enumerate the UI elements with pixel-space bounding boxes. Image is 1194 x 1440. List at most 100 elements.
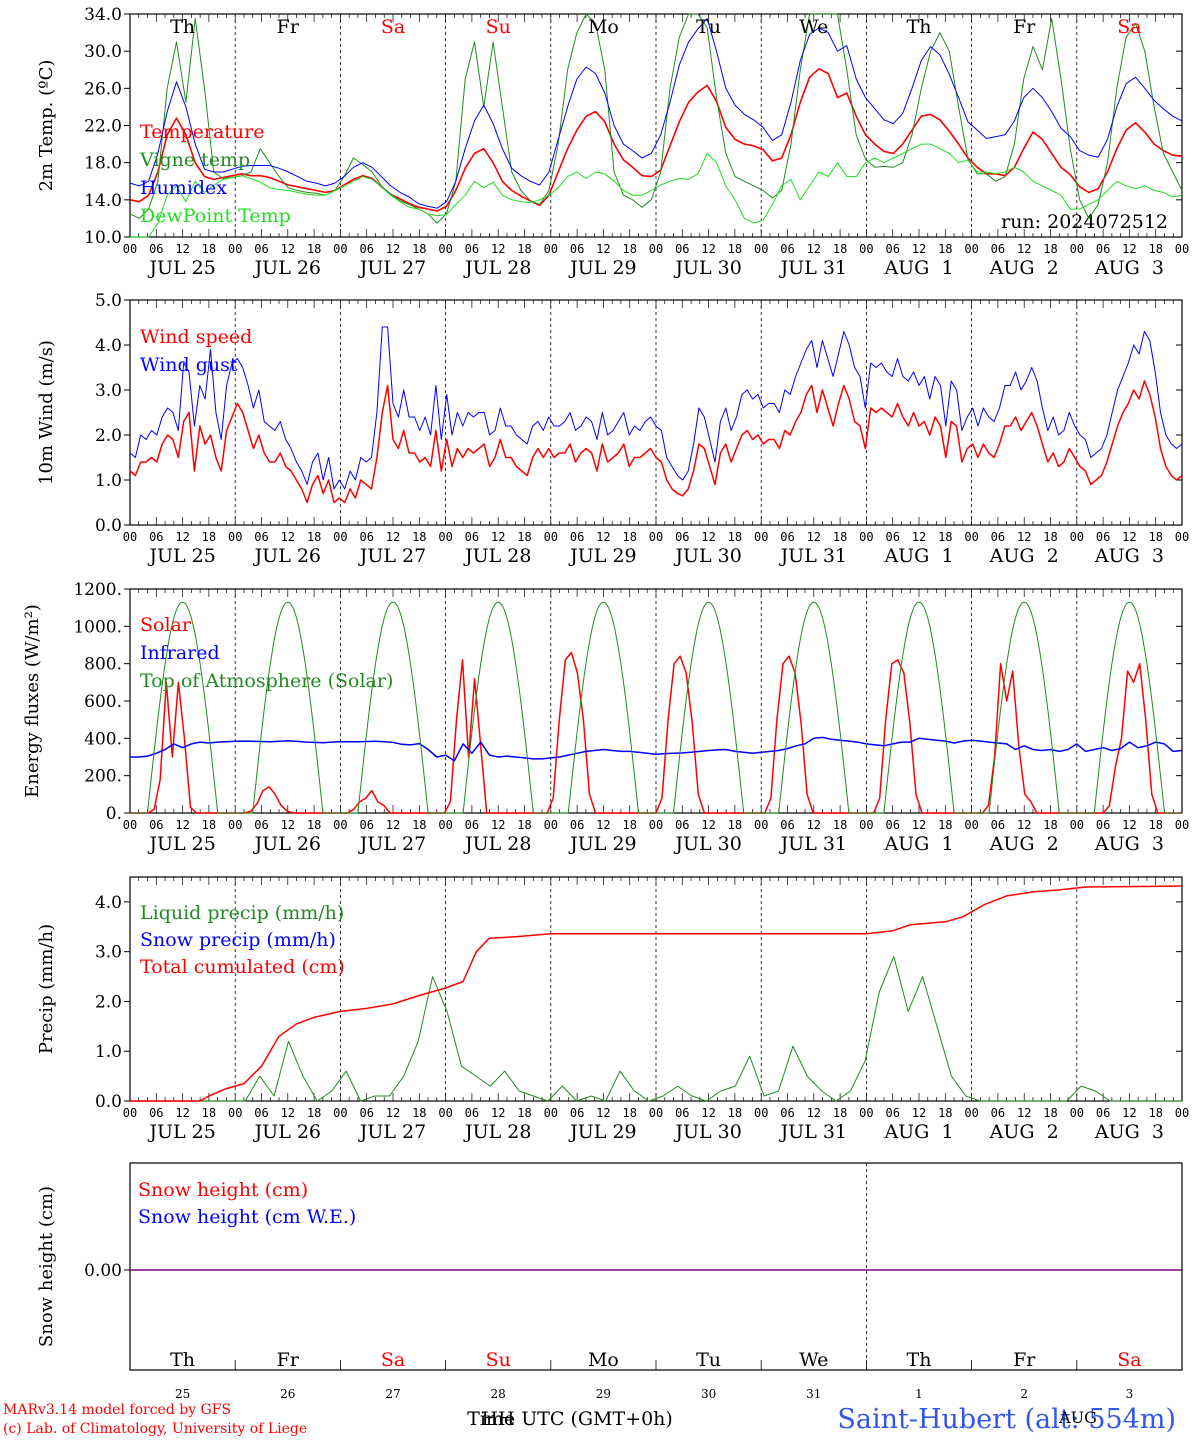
y-tick-label: 400. bbox=[84, 729, 122, 749]
hour-tick-label: 00 bbox=[964, 242, 978, 256]
date-tick-label: JUL 26 bbox=[253, 1121, 321, 1143]
legend-entry: Solar bbox=[140, 614, 192, 636]
hour-tick-label: 12 bbox=[596, 530, 610, 544]
hour-tick-label: 06 bbox=[359, 530, 373, 544]
date-tick-label: JUL 26 bbox=[253, 545, 321, 567]
hour-tick-label: 00 bbox=[123, 530, 137, 544]
y-tick-label: 3.0 bbox=[95, 381, 122, 401]
date-tick-label: AUG 2 bbox=[989, 257, 1059, 279]
hour-tick-label: 00 bbox=[649, 242, 663, 256]
day-number-label: 28 bbox=[491, 1387, 506, 1401]
hour-tick-label: 00 bbox=[964, 530, 978, 544]
hour-tick-label: 00 bbox=[544, 242, 558, 256]
hour-tick-label: 18 bbox=[1043, 530, 1057, 544]
hour-tick-label: 00 bbox=[1070, 530, 1084, 544]
hour-tick-label: 06 bbox=[254, 1106, 268, 1120]
hour-tick-label: 12 bbox=[912, 242, 926, 256]
weekday-label-bottom: Su bbox=[486, 1349, 511, 1371]
hour-tick-label: 00 bbox=[333, 818, 347, 832]
hour-tick-label: 06 bbox=[570, 818, 584, 832]
y-tick-label: 22.0 bbox=[84, 117, 122, 137]
legend-entry: Snow height (cm) bbox=[138, 1179, 308, 1201]
x-axis-label: Time UTC (GMT+0h) bbox=[467, 1408, 673, 1430]
plot-frame bbox=[129, 13, 1183, 238]
hour-tick-label: 06 bbox=[465, 1106, 479, 1120]
hour-tick-label: 06 bbox=[991, 530, 1005, 544]
panel-2 bbox=[124, 299, 1183, 526]
hour-tick-label: 12 bbox=[912, 818, 926, 832]
hour-tick-label: 06 bbox=[675, 530, 689, 544]
weekday-label-bottom: We bbox=[799, 1349, 828, 1371]
y-tick-label: 1.0 bbox=[95, 1042, 122, 1062]
date-tick-label: JUL 26 bbox=[253, 833, 321, 855]
date-tick-label: JUL 31 bbox=[779, 833, 847, 855]
date-tick-label: JUL 29 bbox=[568, 1121, 636, 1143]
hour-tick-label: 12 bbox=[701, 1106, 715, 1120]
date-tick-label: AUG 3 bbox=[1094, 257, 1164, 279]
y-axis-label: Precip (mm/h) bbox=[36, 924, 57, 1054]
hour-tick-label: 06 bbox=[780, 818, 794, 832]
legend-entry: Temperature bbox=[140, 121, 264, 143]
hour-tick-label: 00 bbox=[544, 1106, 558, 1120]
hour-tick-label: 12 bbox=[807, 530, 821, 544]
hour-tick-label: 18 bbox=[1043, 1106, 1057, 1120]
date-tick-label: JUL 28 bbox=[463, 833, 531, 855]
y-tick-label: 1000. bbox=[73, 617, 122, 637]
series-line-infrared bbox=[130, 736, 1183, 762]
date-tick-label: JUL 31 bbox=[779, 1121, 847, 1143]
date-tick-label: AUG 1 bbox=[883, 1121, 953, 1143]
y-tick-label: 800. bbox=[84, 655, 122, 675]
footer-lab: (c) Lab. of Climatology, University of L… bbox=[3, 1421, 307, 1437]
hour-tick-label: 06 bbox=[1096, 530, 1110, 544]
hour-tick-label: 00 bbox=[438, 1106, 452, 1120]
date-tick-label: JUL 31 bbox=[779, 545, 847, 567]
hour-tick-label: 00 bbox=[754, 1106, 768, 1120]
hour-tick-label: 06 bbox=[780, 242, 794, 256]
date-tick-label: JUL 28 bbox=[463, 257, 531, 279]
hour-tick-label: 00 bbox=[1175, 1106, 1189, 1120]
hour-tick-label: 18 bbox=[202, 242, 216, 256]
y-tick-label: 1.0 bbox=[95, 471, 122, 491]
hour-tick-label: 18 bbox=[412, 530, 426, 544]
date-tick-label: JUL 26 bbox=[253, 257, 321, 279]
hour-tick-label: 18 bbox=[307, 1106, 321, 1120]
hour-tick-label: 12 bbox=[1017, 530, 1031, 544]
weekday-label-top: Fr bbox=[277, 16, 300, 38]
hour-tick-label: 00 bbox=[228, 1106, 242, 1120]
panel-5 bbox=[124, 1162, 1183, 1371]
date-tick-label: AUG 3 bbox=[1094, 545, 1164, 567]
hour-tick-label: 12 bbox=[491, 1106, 505, 1120]
weekday-label-top: We bbox=[799, 16, 828, 38]
y-axis-label: Energy fluxes (W/m²) bbox=[22, 604, 43, 798]
hour-tick-label: 12 bbox=[491, 818, 505, 832]
hour-tick-label: 00 bbox=[754, 818, 768, 832]
hour-tick-label: 00 bbox=[754, 242, 768, 256]
hour-tick-label: 12 bbox=[386, 242, 400, 256]
y-tick-label: 0. bbox=[106, 804, 122, 824]
hour-tick-label: 00 bbox=[438, 242, 452, 256]
hour-tick-label: 06 bbox=[149, 242, 163, 256]
weekday-label-bottom: Sa bbox=[381, 1349, 405, 1371]
hour-tick-label: 18 bbox=[412, 1106, 426, 1120]
run-label: run: 2024072512 bbox=[1001, 211, 1168, 233]
hour-tick-label: 12 bbox=[175, 242, 189, 256]
date-tick-label: AUG 2 bbox=[989, 833, 1059, 855]
hour-tick-label: 06 bbox=[254, 242, 268, 256]
hour-tick-label: 00 bbox=[649, 530, 663, 544]
date-tick-label: JUL 29 bbox=[568, 257, 636, 279]
hour-tick-label: 12 bbox=[281, 242, 295, 256]
hour-tick-label: 00 bbox=[859, 242, 873, 256]
series-line-top-of-atmosphere-solar bbox=[130, 601, 1182, 814]
hour-tick-label: 06 bbox=[149, 1106, 163, 1120]
hour-tick-label: 00 bbox=[859, 1106, 873, 1120]
day-number-label: 2 bbox=[1020, 1387, 1028, 1401]
legend-entry: Snow height (cm W.E.) bbox=[138, 1206, 356, 1228]
hour-tick-label: 12 bbox=[1122, 818, 1136, 832]
hour-tick-label: 06 bbox=[1096, 818, 1110, 832]
hour-tick-label: 12 bbox=[1017, 242, 1031, 256]
hour-tick-label: 12 bbox=[596, 1106, 610, 1120]
date-tick-label: JUL 30 bbox=[673, 545, 741, 567]
hour-tick-label: 18 bbox=[833, 242, 847, 256]
hour-tick-label: 18 bbox=[622, 818, 636, 832]
date-tick-label: AUG 3 bbox=[1094, 1121, 1164, 1143]
